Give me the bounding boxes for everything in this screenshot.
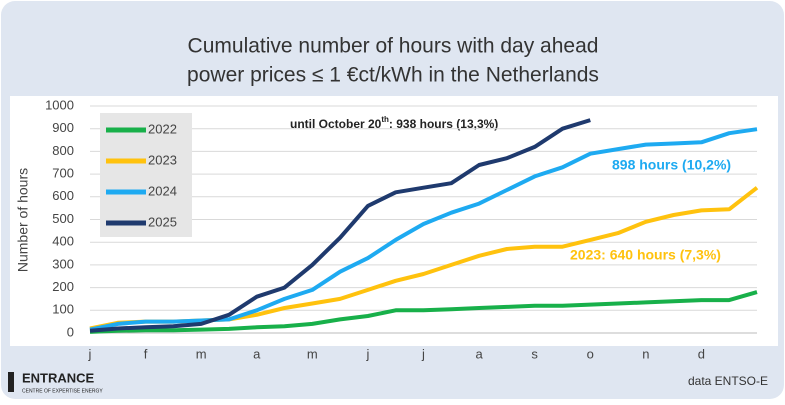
y-tick-label: 300 bbox=[52, 256, 74, 271]
y-tick-label: 700 bbox=[52, 166, 74, 181]
y-tick-label: 1000 bbox=[45, 97, 74, 112]
y-tick-label: 800 bbox=[52, 143, 74, 158]
annotation: 2023: 640 hours (7,3%) bbox=[570, 247, 721, 263]
y-tick-label: 500 bbox=[52, 211, 74, 226]
x-tick-label: j bbox=[421, 346, 425, 361]
logo-mark bbox=[8, 372, 14, 392]
x-tick-label: s bbox=[531, 346, 538, 361]
y-tick-label: 900 bbox=[52, 120, 74, 135]
annotation: until October 20th: 938 hours (13,3%) bbox=[290, 115, 498, 131]
y-axis-label: Number of hours bbox=[15, 168, 31, 272]
x-tick-label: j bbox=[365, 346, 369, 361]
source: data ENTSO-E bbox=[688, 374, 768, 388]
annotation: 898 hours (10,2%) bbox=[612, 157, 731, 173]
y-tick-label: 0 bbox=[67, 324, 74, 339]
x-tick-label: d bbox=[698, 346, 705, 361]
chart-title: power prices ≤ 1 €ct/kWh in the Netherla… bbox=[187, 64, 599, 87]
y-tick-label: 600 bbox=[52, 188, 74, 203]
series-line bbox=[89, 118, 591, 333]
annotation-sup: th bbox=[381, 115, 389, 124]
legend-label: 2023 bbox=[148, 152, 177, 167]
legend-label: 2025 bbox=[148, 214, 177, 229]
x-tick-label: m bbox=[307, 346, 318, 361]
logo-tagline: CENTRE OF EXPERTISE ENERGY bbox=[22, 388, 103, 394]
legend-label: 2022 bbox=[148, 121, 177, 136]
x-tick-label: a bbox=[253, 346, 261, 361]
chart-title: Cumulative number of hours with day ahea… bbox=[188, 35, 599, 58]
x-tick-label: a bbox=[475, 346, 483, 361]
series-line bbox=[89, 290, 758, 334]
legend-label: 2024 bbox=[148, 183, 177, 198]
x-tick-label: o bbox=[587, 346, 594, 361]
x-tick-label: m bbox=[196, 346, 207, 361]
logo: ENTRANCE bbox=[22, 370, 95, 385]
y-tick-label: 200 bbox=[52, 279, 74, 294]
y-tick-label: 100 bbox=[52, 302, 74, 317]
annotation-text: until October 20 bbox=[290, 117, 382, 131]
annotation-text: : 938 hours (13,3%) bbox=[389, 117, 498, 131]
series-line bbox=[89, 127, 758, 332]
legend-box bbox=[100, 113, 192, 237]
x-tick-label: j bbox=[88, 346, 92, 361]
y-tick-label: 400 bbox=[52, 234, 74, 249]
x-tick-label: n bbox=[642, 346, 649, 361]
x-tick-label: f bbox=[144, 346, 148, 361]
